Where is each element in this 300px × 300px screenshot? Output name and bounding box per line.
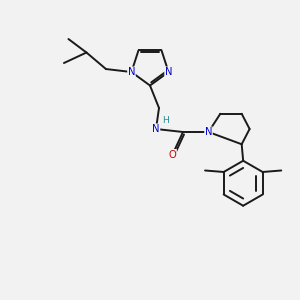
Text: N: N: [128, 67, 135, 77]
Text: O: O: [169, 149, 176, 160]
Text: N: N: [152, 124, 160, 134]
Text: H: H: [162, 116, 169, 125]
Text: N: N: [205, 127, 212, 137]
Text: N: N: [165, 67, 172, 77]
